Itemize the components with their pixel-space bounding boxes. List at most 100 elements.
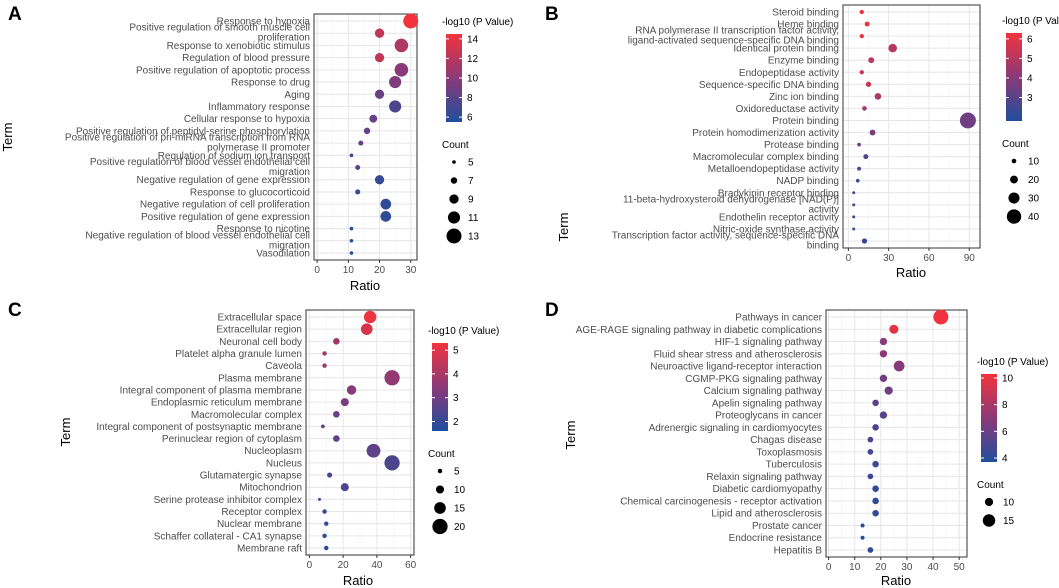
x-tick-label: 20: [374, 265, 386, 276]
data-point: [374, 52, 385, 63]
data-point: [889, 324, 899, 334]
color-tick-label: 6: [1027, 34, 1033, 45]
data-point: [852, 215, 856, 219]
size-legend-label: 5: [454, 467, 460, 478]
data-point: [879, 337, 888, 346]
data-point: [374, 89, 385, 99]
plot-background: [826, 310, 967, 557]
size-legend-point: [434, 502, 446, 514]
term-label: Lipid and atherosclerosis: [711, 509, 822, 520]
x-tick-label: 0: [307, 560, 313, 571]
size-legend-title: Count: [442, 140, 469, 151]
data-point: [867, 547, 874, 553]
term-label: Endopeptidase activity: [739, 68, 839, 79]
color-tick-label: 3: [453, 393, 459, 404]
data-point: [872, 485, 879, 492]
size-legend-point: [449, 194, 459, 204]
size-legend-point: [432, 518, 448, 535]
data-point: [888, 43, 897, 53]
y-axis-title: Term: [0, 123, 15, 152]
term-label: Chemical carcinogenesis - receptor activ…: [620, 496, 822, 507]
term-label: Nucleus: [266, 458, 302, 469]
data-point: [879, 411, 888, 419]
term-label: Extracellular space: [218, 313, 303, 324]
data-point: [384, 455, 400, 471]
data-point: [933, 309, 949, 325]
size-legend-title: Count: [977, 480, 1004, 491]
size-legend-point: [446, 228, 462, 244]
term-label: Hepatitis B: [774, 546, 823, 557]
size-legend-point: [435, 485, 445, 494]
term-label: Positive regulation of blood vessel endo…: [90, 157, 310, 178]
data-point: [867, 473, 874, 480]
color-legend-title: -log10 (P Value): [442, 17, 513, 28]
data-point: [374, 28, 385, 38]
data-point: [884, 386, 893, 395]
color-legend-title: -log10 (P Value): [428, 326, 499, 337]
x-tick-label: 0: [846, 253, 852, 264]
term-label: Neuroactive ligand-receptor interaction: [650, 362, 822, 373]
term-label: Chagas disease: [750, 435, 822, 446]
data-point: [355, 165, 361, 171]
data-point: [346, 385, 357, 395]
term-label: Response to hypoxia: [217, 17, 311, 28]
size-legend-label: 5: [468, 158, 474, 169]
x-tick-label: 90: [964, 253, 976, 264]
data-point: [322, 363, 327, 368]
color-tick-label: 5: [1027, 54, 1033, 65]
term-label: AGE-RAGE signaling pathway in diabetic c…: [576, 325, 822, 336]
color-tick-label: 4: [1027, 73, 1033, 84]
term-label: Toxoplasmosis: [756, 447, 822, 458]
term-label: Nucleoplasm: [244, 446, 302, 457]
size-legend-label: 10: [454, 485, 466, 496]
term-label: Regulation of sodium ion transport: [158, 151, 311, 162]
size-legend-title: Count: [428, 449, 455, 460]
data-point: [860, 535, 865, 540]
term-label: Negative regulation of cell proliferatio…: [140, 200, 310, 211]
term-label: Metalloendopeptidase activity: [708, 164, 839, 175]
term-label: Endoplasmic reticulum membrane: [151, 398, 303, 409]
color-bar: [981, 374, 997, 462]
data-point: [874, 93, 882, 100]
data-point: [363, 310, 377, 324]
panel-a: Response to hypoxia Positive regulation o…: [0, 4, 513, 293]
term-label: Caveola: [265, 361, 302, 372]
size-legend-point: [452, 160, 456, 164]
term-label: Oxidoreductase activity: [736, 104, 839, 115]
x-axis-title: Ratio: [343, 573, 373, 588]
data-point: [879, 374, 888, 383]
term-label: Protease binding: [764, 140, 839, 151]
data-point: [865, 81, 872, 87]
data-point: [868, 57, 875, 64]
size-legend-label: 13: [468, 232, 480, 243]
term-label: NADP binding: [776, 176, 839, 187]
term-label: Response to nicotine: [217, 224, 311, 235]
x-tick-label: 30: [901, 562, 913, 573]
panel-label: B: [545, 4, 559, 25]
size-legend-label: 20: [1028, 175, 1040, 186]
data-point: [872, 460, 879, 468]
term-label: Identical protein binding: [733, 44, 839, 55]
term-label: Sequence-specific DNA binding: [699, 80, 839, 91]
data-point: [327, 472, 333, 478]
term-label: Diabetic cardiomyopathy: [713, 484, 823, 495]
term-label: Nitric-oxide synthase activity: [713, 224, 839, 235]
term-label: Plasma membrane: [218, 373, 302, 384]
x-tick-label: 40: [371, 560, 383, 571]
panel-label: C: [8, 300, 22, 321]
size-legend-label: 10: [1003, 498, 1015, 509]
data-point: [869, 129, 876, 136]
data-point: [358, 140, 364, 146]
data-point: [322, 533, 327, 539]
term-label: Fluid shear stress and atherosclerosis: [654, 349, 822, 360]
color-tick-label: 12: [467, 54, 479, 65]
plot-frame: [313, 13, 418, 261]
term-label: Neuronal cell body: [219, 337, 302, 348]
x-tick-label: 20: [875, 562, 887, 573]
color-tick-label: 5: [453, 346, 459, 357]
data-point: [349, 226, 354, 231]
data-point: [340, 483, 349, 492]
term-label: Positive regulation of peptidyl-serine p…: [76, 126, 310, 137]
color-tick-label: 6: [1002, 427, 1008, 438]
